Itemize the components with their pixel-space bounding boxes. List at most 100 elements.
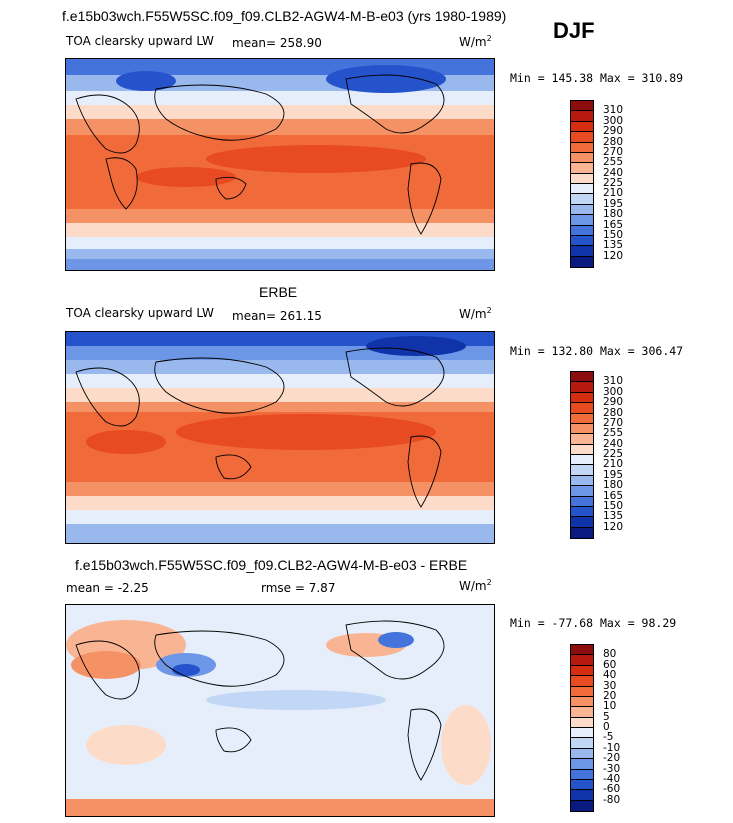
- panel-1-units: W/m2: [459, 34, 492, 49]
- colorbar-tick-label: 165: [603, 489, 624, 502]
- colorbar-swatch: [571, 517, 593, 528]
- colorbar-swatch: [571, 152, 593, 164]
- panel-3-rmse: rmse = 7.87: [261, 581, 336, 595]
- colorbar-tick-label: 10: [603, 700, 617, 713]
- panel-1-colorbar: [570, 100, 594, 268]
- colorbar-tick-label: 310: [603, 375, 624, 388]
- colorbar-swatch: [571, 527, 593, 538]
- panel-2-variable-label: TOA clearsky upward LW: [66, 306, 214, 320]
- colorbar-tick-label: 270: [603, 416, 624, 429]
- colorbar-swatch: [571, 486, 593, 497]
- colorbar-swatch: [571, 475, 593, 487]
- colorbar-swatch: [571, 204, 593, 216]
- panel-2-colorbar: [570, 371, 594, 539]
- colorbar-tick-label: 210: [603, 458, 624, 471]
- colorbar-tick-label: -60: [603, 783, 621, 796]
- colorbar-tick-label: 290: [603, 396, 624, 409]
- colorbar-tick-label: 165: [603, 218, 624, 231]
- colorbar-swatch: [571, 665, 593, 677]
- panel-2-title: ERBE: [259, 284, 298, 300]
- colorbar-swatch: [571, 455, 593, 466]
- colorbar-swatch: [571, 256, 593, 267]
- colorbar-swatch: [571, 676, 593, 687]
- panel-3-map: [65, 604, 495, 817]
- colorbar-swatch: [571, 163, 593, 174]
- colorbar-tick-label: 120: [603, 520, 624, 533]
- colorbar-tick-label: 270: [603, 145, 624, 158]
- panel-1-map: [65, 58, 495, 271]
- colorbar-swatch: [571, 779, 593, 791]
- colorbar-tick-label: 255: [603, 427, 624, 440]
- colorbar-tick-label: 60: [603, 658, 617, 671]
- colorbar-tick-label: 210: [603, 187, 624, 200]
- colorbar-swatch: [571, 790, 593, 801]
- panel-3-colorbar: [570, 644, 594, 812]
- colorbar-swatch: [571, 184, 593, 195]
- colorbar-tick-label: 135: [603, 239, 624, 252]
- colorbar-swatch: [571, 225, 593, 236]
- panel-3-map-field: [66, 605, 494, 816]
- colorbar-tick-label: -40: [603, 772, 621, 785]
- panel-2-mean: mean= 261.15: [232, 309, 322, 323]
- colorbar-swatch: [571, 101, 593, 112]
- colorbar-tick-label: 300: [603, 385, 624, 398]
- colorbar-tick-label: 135: [603, 510, 624, 523]
- panel-3-units: W/m2: [459, 578, 492, 593]
- colorbar-swatch: [571, 215, 593, 226]
- colorbar-tick-label: 195: [603, 468, 624, 481]
- colorbar-tick-label: 280: [603, 406, 624, 419]
- panel-1-variable-label: TOA clearsky upward LW: [66, 34, 214, 48]
- colorbar-swatch: [571, 686, 593, 697]
- colorbar-tick-label: 225: [603, 448, 624, 460]
- panel-1-title: f.e15b03wch.F55W5SC.f09_f09.CLB2-AGW4-M-…: [62, 8, 507, 24]
- colorbar-swatch: [571, 423, 593, 435]
- colorbar-tick-label: 300: [603, 114, 624, 127]
- colorbar-tick-label: 180: [603, 208, 624, 221]
- colorbar-swatch: [571, 132, 593, 143]
- colorbar-tick-label: 225: [603, 177, 624, 189]
- colorbar-swatch: [571, 194, 593, 205]
- colorbar-swatch: [571, 382, 593, 393]
- colorbar-swatch: [571, 738, 593, 749]
- colorbar-tick-label: 180: [603, 479, 624, 492]
- colorbar-tick-label: 240: [603, 437, 624, 450]
- colorbar-swatch: [571, 496, 593, 507]
- colorbar-tick-label: 280: [603, 135, 624, 148]
- colorbar-swatch: [571, 759, 593, 770]
- season-label: DJF: [553, 18, 595, 43]
- panel-3-mean: mean = -2.25: [66, 581, 149, 595]
- colorbar-tick-label: 310: [603, 104, 624, 117]
- panel-1-mean: mean= 258.90: [232, 36, 322, 50]
- colorbar-swatch: [571, 246, 593, 257]
- colorbar-swatch: [571, 769, 593, 780]
- colorbar-tick-label: -5: [603, 731, 614, 744]
- colorbar-tick-label: 20: [603, 689, 617, 702]
- colorbar-tick-label: 150: [603, 499, 624, 512]
- colorbar-tick-label: 80: [603, 648, 617, 661]
- colorbar-tick-label: 195: [603, 197, 624, 210]
- colorbar-swatch: [571, 372, 593, 383]
- colorbar-swatch: [571, 707, 593, 718]
- panel-2-map-field: [66, 332, 494, 543]
- panel-3-minmax: Min = -77.68 Max = 98.29: [510, 616, 677, 630]
- colorbar-swatch: [571, 655, 593, 666]
- panel-1-minmax: Min = 145.38 Max = 310.89: [510, 71, 684, 85]
- colorbar-tick-label: -30: [603, 762, 621, 775]
- colorbar-tick-label: 0: [603, 721, 610, 733]
- colorbar-swatch: [571, 696, 593, 708]
- colorbar-tick-label: 120: [603, 249, 624, 262]
- colorbar-swatch: [571, 645, 593, 656]
- panel-2-units: W/m2: [459, 306, 492, 321]
- colorbar-swatch: [571, 413, 593, 424]
- colorbar-swatch: [571, 111, 593, 122]
- colorbar-swatch: [571, 392, 593, 404]
- panel-2-minmax: Min = 132.80 Max = 306.47: [510, 344, 684, 358]
- colorbar-swatch: [571, 728, 593, 739]
- colorbar-swatch: [571, 444, 593, 455]
- panel-1-map-field: [66, 59, 494, 270]
- colorbar-swatch: [571, 506, 593, 518]
- colorbar-swatch: [571, 717, 593, 728]
- colorbar-tick-label: 30: [603, 679, 617, 692]
- colorbar-swatch: [571, 465, 593, 476]
- colorbar-tick-label: 240: [603, 166, 624, 179]
